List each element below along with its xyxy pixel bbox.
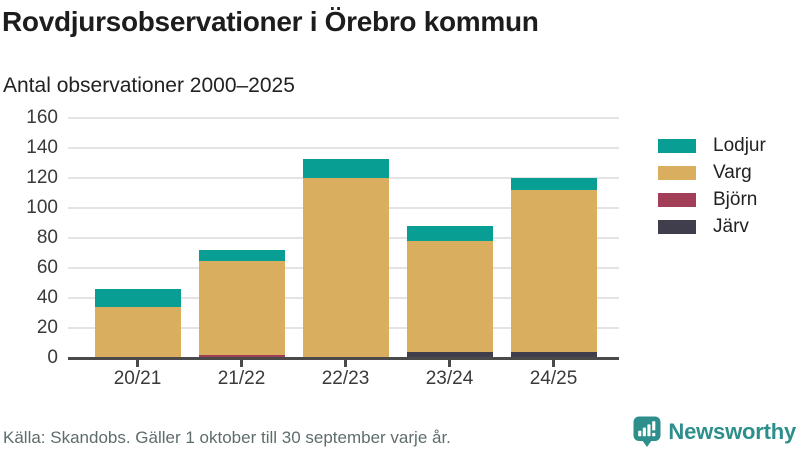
bar-segment-lodjur-21-22 xyxy=(198,250,285,261)
bar-segment-lodjur-20-21 xyxy=(94,289,181,307)
legend-swatch-björn xyxy=(658,192,696,207)
source-note: Källa: Skandobs. Gäller 1 oktober till 3… xyxy=(3,428,451,447)
x-axis-tick xyxy=(136,360,139,367)
bar-segment-lodjur-22-23 xyxy=(302,158,389,178)
legend-label-lodjur: Lodjur xyxy=(713,134,766,156)
x-axis-label-23-24: 23/24 xyxy=(425,368,474,389)
bar-segment-varg-23-24 xyxy=(406,241,493,352)
legend-swatch-lodjur xyxy=(658,138,696,153)
chart-legend: Lodjur Varg Björn Järv xyxy=(658,132,766,240)
bar-segment-varg-22-23 xyxy=(302,178,389,357)
legend-swatch-varg xyxy=(658,165,696,180)
bar-segment-järv-24-25 xyxy=(510,352,597,358)
bar-segment-varg-20-21 xyxy=(94,307,181,357)
chart-subtitle: Antal observationer 2000–2025 xyxy=(3,74,295,97)
y-axis-tick-label: 80 xyxy=(36,227,58,248)
x-axis-tick xyxy=(344,360,347,367)
y-axis-tick-label: 140 xyxy=(26,137,58,158)
newsworthy-logo: Newsworthy xyxy=(633,416,796,447)
y-axis-tick-label: 0 xyxy=(47,347,58,368)
gridline-140 xyxy=(68,147,619,149)
y-axis-tick-label: 40 xyxy=(36,287,58,308)
legend-item-lodjur: Lodjur xyxy=(658,132,766,159)
bar-segment-järv-23-24 xyxy=(406,352,493,358)
legend-item-björn: Björn xyxy=(658,186,766,213)
x-axis-tick xyxy=(552,360,555,367)
newsworthy-wordmark: Newsworthy xyxy=(668,418,796,444)
x-axis-tick xyxy=(448,360,451,367)
legend-label-björn: Björn xyxy=(713,188,758,210)
x-axis-label-24-25: 24/25 xyxy=(529,368,578,389)
x-axis-tick xyxy=(240,360,243,367)
x-axis-label-20-21: 20/21 xyxy=(113,368,162,389)
y-axis-tick-label: 60 xyxy=(36,257,58,278)
y-axis-tick-label: 100 xyxy=(26,197,58,218)
legend-item-järv: Järv xyxy=(658,213,766,240)
bar-segment-varg-21-22 xyxy=(198,260,285,355)
legend-label-varg: Varg xyxy=(713,161,752,183)
legend-label-järv: Järv xyxy=(713,215,749,237)
bar-segment-björn-21-22 xyxy=(198,355,285,358)
page-title: Rovdjursobservationer i Örebro kommun xyxy=(2,6,539,37)
x-axis-line xyxy=(68,357,619,360)
newsworthy-pin-barchart-icon xyxy=(633,416,661,447)
y-axis-tick-label: 120 xyxy=(26,167,58,188)
legend-swatch-järv xyxy=(658,219,696,234)
gridline-160 xyxy=(68,117,619,119)
y-axis-tick-label: 20 xyxy=(36,317,58,338)
bar-segment-lodjur-23-24 xyxy=(406,226,493,241)
x-axis-label-22-23: 22/23 xyxy=(321,368,370,389)
bar-segment-lodjur-24-25 xyxy=(510,178,597,190)
bar-segment-varg-24-25 xyxy=(510,190,597,352)
legend-item-varg: Varg xyxy=(658,159,766,186)
x-axis-label-21-22: 21/22 xyxy=(217,368,266,389)
y-axis-tick-label: 160 xyxy=(26,107,58,128)
